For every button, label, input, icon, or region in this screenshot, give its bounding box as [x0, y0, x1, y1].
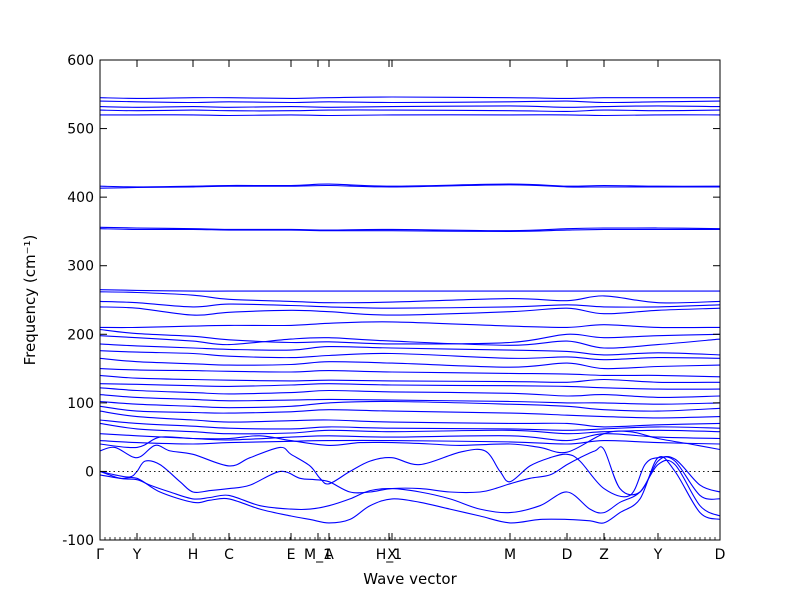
- band-line-31: [100, 439, 720, 445]
- x-tick-label: D: [715, 547, 726, 563]
- x-axis-ticks: Γ Y H C E M_1A H_1X M D Z Y D: [96, 60, 725, 563]
- band-line-18: [100, 350, 720, 361]
- x-tick-label: Z: [599, 547, 609, 563]
- band-line-27: [100, 410, 720, 428]
- x-tick-label: H: [188, 547, 199, 563]
- band-line-6: [100, 183, 720, 188]
- y-tick-label: 200: [67, 327, 94, 343]
- band-line-28: [100, 419, 720, 431]
- band-line-1: [100, 96, 720, 99]
- band-line-2: [100, 100, 720, 104]
- band-line-16: [100, 335, 720, 349]
- band-line-12: [100, 300, 720, 309]
- band-line-25: [100, 400, 720, 412]
- x-tick-label: M: [504, 547, 516, 563]
- band-line-15: [100, 328, 720, 345]
- band-line-13: [100, 306, 720, 316]
- band-line-36: [100, 456, 720, 524]
- x-tick-label: A: [324, 547, 334, 563]
- band-line-19: [100, 357, 720, 370]
- x-tick-label: M_1: [304, 547, 332, 563]
- x-tick-label: X: [387, 547, 397, 563]
- band-line-32: [100, 430, 720, 454]
- y-tick-label: 0: [85, 464, 94, 480]
- band-line-7: [100, 184, 720, 189]
- band-line-4: [100, 109, 720, 112]
- x-tick-label: C: [224, 547, 234, 563]
- x-tick-label: Y: [653, 547, 663, 563]
- x-axis-label: Wave vector: [363, 570, 457, 588]
- band-line-21: [100, 374, 720, 384]
- band-line-11: [100, 291, 720, 304]
- x-tick-label: H_1: [376, 547, 402, 563]
- y-tick-label: 300: [67, 259, 94, 275]
- band-line-20: [100, 368, 720, 378]
- y-tick-label: -100: [62, 533, 94, 549]
- band-line-35: [100, 459, 720, 517]
- y-tick-label: 500: [67, 122, 94, 138]
- band-line-23: [100, 387, 720, 398]
- band-line-24: [100, 394, 720, 405]
- band-line-17: [100, 343, 720, 356]
- y-axis-ticks: -100 0 100 200 300 400 500 600: [62, 53, 720, 549]
- band-lines: [100, 96, 720, 524]
- y-tick-label: 100: [67, 396, 94, 412]
- band-line-14: [100, 321, 720, 329]
- band-line-29: [100, 422, 720, 435]
- band-line-5: [100, 114, 720, 117]
- band-line-22: [100, 383, 720, 390]
- band-line-26: [100, 405, 720, 419]
- y-axis-label: Frequency (cm⁻¹): [21, 235, 39, 366]
- band-line-9: [100, 228, 720, 232]
- band-line-10: [100, 289, 720, 292]
- x-tick-label: D: [562, 547, 573, 563]
- band-line-33: [100, 444, 720, 500]
- band-line-3: [100, 105, 720, 108]
- x-tick-label: Y: [132, 547, 142, 563]
- x-tick-label: E: [287, 547, 296, 563]
- x-tick-label: Γ: [96, 547, 104, 563]
- y-tick-label: 600: [67, 53, 94, 69]
- band-line-8: [100, 226, 720, 232]
- y-tick-label: 400: [67, 190, 94, 206]
